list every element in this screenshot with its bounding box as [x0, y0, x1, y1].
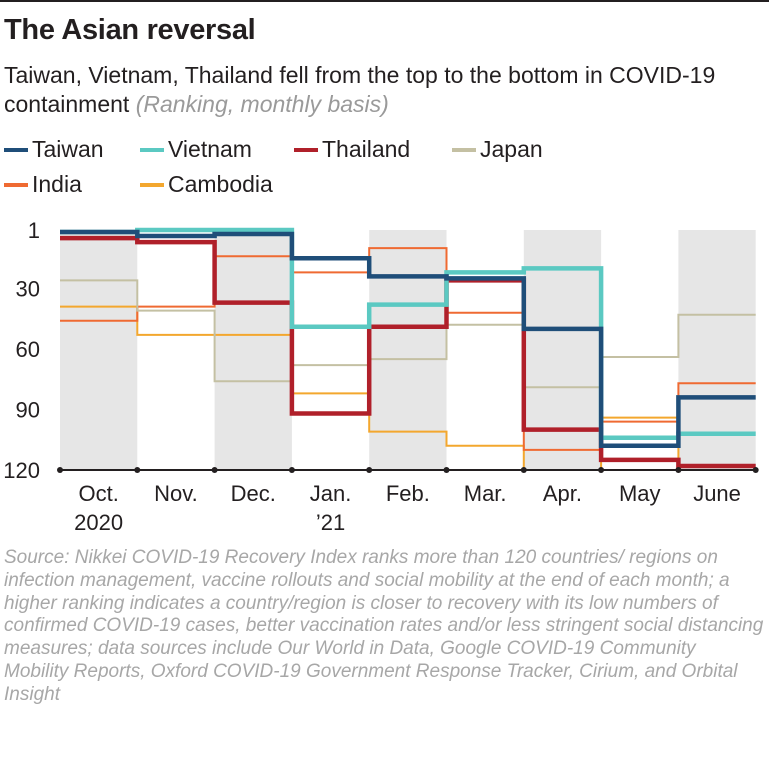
x-tick-label: Dec.: [231, 481, 276, 506]
shade-band: [369, 230, 447, 470]
legend-label: Japan: [480, 136, 543, 162]
series-line-vietnam: [60, 227, 756, 440]
x-tick-label: June: [693, 481, 741, 506]
y-tick-label: 30: [16, 276, 40, 301]
top-rule: [0, 0, 769, 2]
x-tick-label: Feb.: [386, 481, 430, 506]
x-tick-label: Apr.: [543, 481, 582, 506]
series-line-cambodia: [60, 305, 756, 471]
subtitle-note: (Ranking, monthly basis): [135, 91, 389, 117]
chart-subtitle: Taiwan, Vietnam, Thailand fell from the …: [4, 61, 764, 119]
y-tick-label: 90: [16, 397, 40, 422]
legend-swatch: [4, 147, 28, 152]
x-axis-tick: [752, 467, 759, 473]
x-tick-label: ’21: [316, 510, 345, 535]
legend-item-japan: Japan: [452, 136, 543, 163]
legend-label: Thailand: [322, 136, 411, 162]
x-axis-tick: [520, 467, 527, 473]
x-axis-tick: [598, 467, 605, 473]
x-axis-tick: [366, 467, 373, 473]
legend-item-taiwan: Taiwan: [4, 136, 104, 163]
legend-item-thailand: Thailand: [294, 136, 410, 163]
x-axis-tick: [288, 467, 295, 473]
shade-band: [678, 230, 756, 470]
series-line-japan: [60, 279, 756, 389]
legend-swatch: [140, 182, 164, 187]
x-tick-label: Oct.: [78, 481, 118, 506]
subtitle-text: Taiwan, Vietnam, Thailand fell from the …: [4, 62, 716, 117]
chart-title: The Asian reversal: [4, 14, 256, 46]
x-tick-label: 2020: [74, 510, 123, 535]
shade-band: [523, 230, 602, 470]
legend-item-cambodia: Cambodia: [140, 171, 273, 198]
y-tick-label: 1: [28, 218, 40, 243]
legend-swatch: [140, 147, 164, 152]
legend-swatch: [4, 182, 28, 187]
x-tick-label: Jan.: [310, 481, 352, 506]
y-tick-label: 120: [3, 458, 40, 483]
legend-label: Cambodia: [168, 171, 273, 197]
legend-label: Taiwan: [32, 136, 104, 162]
x-tick-label: May: [619, 481, 661, 506]
x-tick-label: Nov.: [154, 481, 198, 506]
x-axis-tick: [443, 467, 450, 473]
series-line-thailand: [60, 235, 756, 469]
legend-label: India: [32, 171, 82, 197]
shade-band: [214, 230, 292, 470]
shade-band: [60, 230, 138, 470]
legend-label: Vietnam: [168, 136, 252, 162]
legend-item-vietnam: Vietnam: [140, 136, 252, 163]
x-axis-tick: [675, 467, 682, 473]
ranking-step-chart: 1 30 60 90 120 Oct. 2020 Nov. Dec. Jan. ’21 Feb. Mar…: [3, 218, 759, 535]
source-note: Source: Nikkei COVID-19 Recovery Index r…: [4, 547, 764, 705]
y-tick-label: 60: [16, 337, 40, 362]
series-line-india: [60, 247, 756, 451]
x-axis-tick: [211, 467, 218, 473]
legend-swatch: [294, 147, 318, 152]
legend-swatch: [452, 147, 476, 152]
x-tick-label: Mar.: [464, 481, 507, 506]
legend-item-india: India: [4, 171, 82, 198]
series-line-taiwan: [60, 229, 756, 449]
x-axis-tick: [134, 467, 141, 473]
x-axis-tick: [57, 467, 63, 473]
